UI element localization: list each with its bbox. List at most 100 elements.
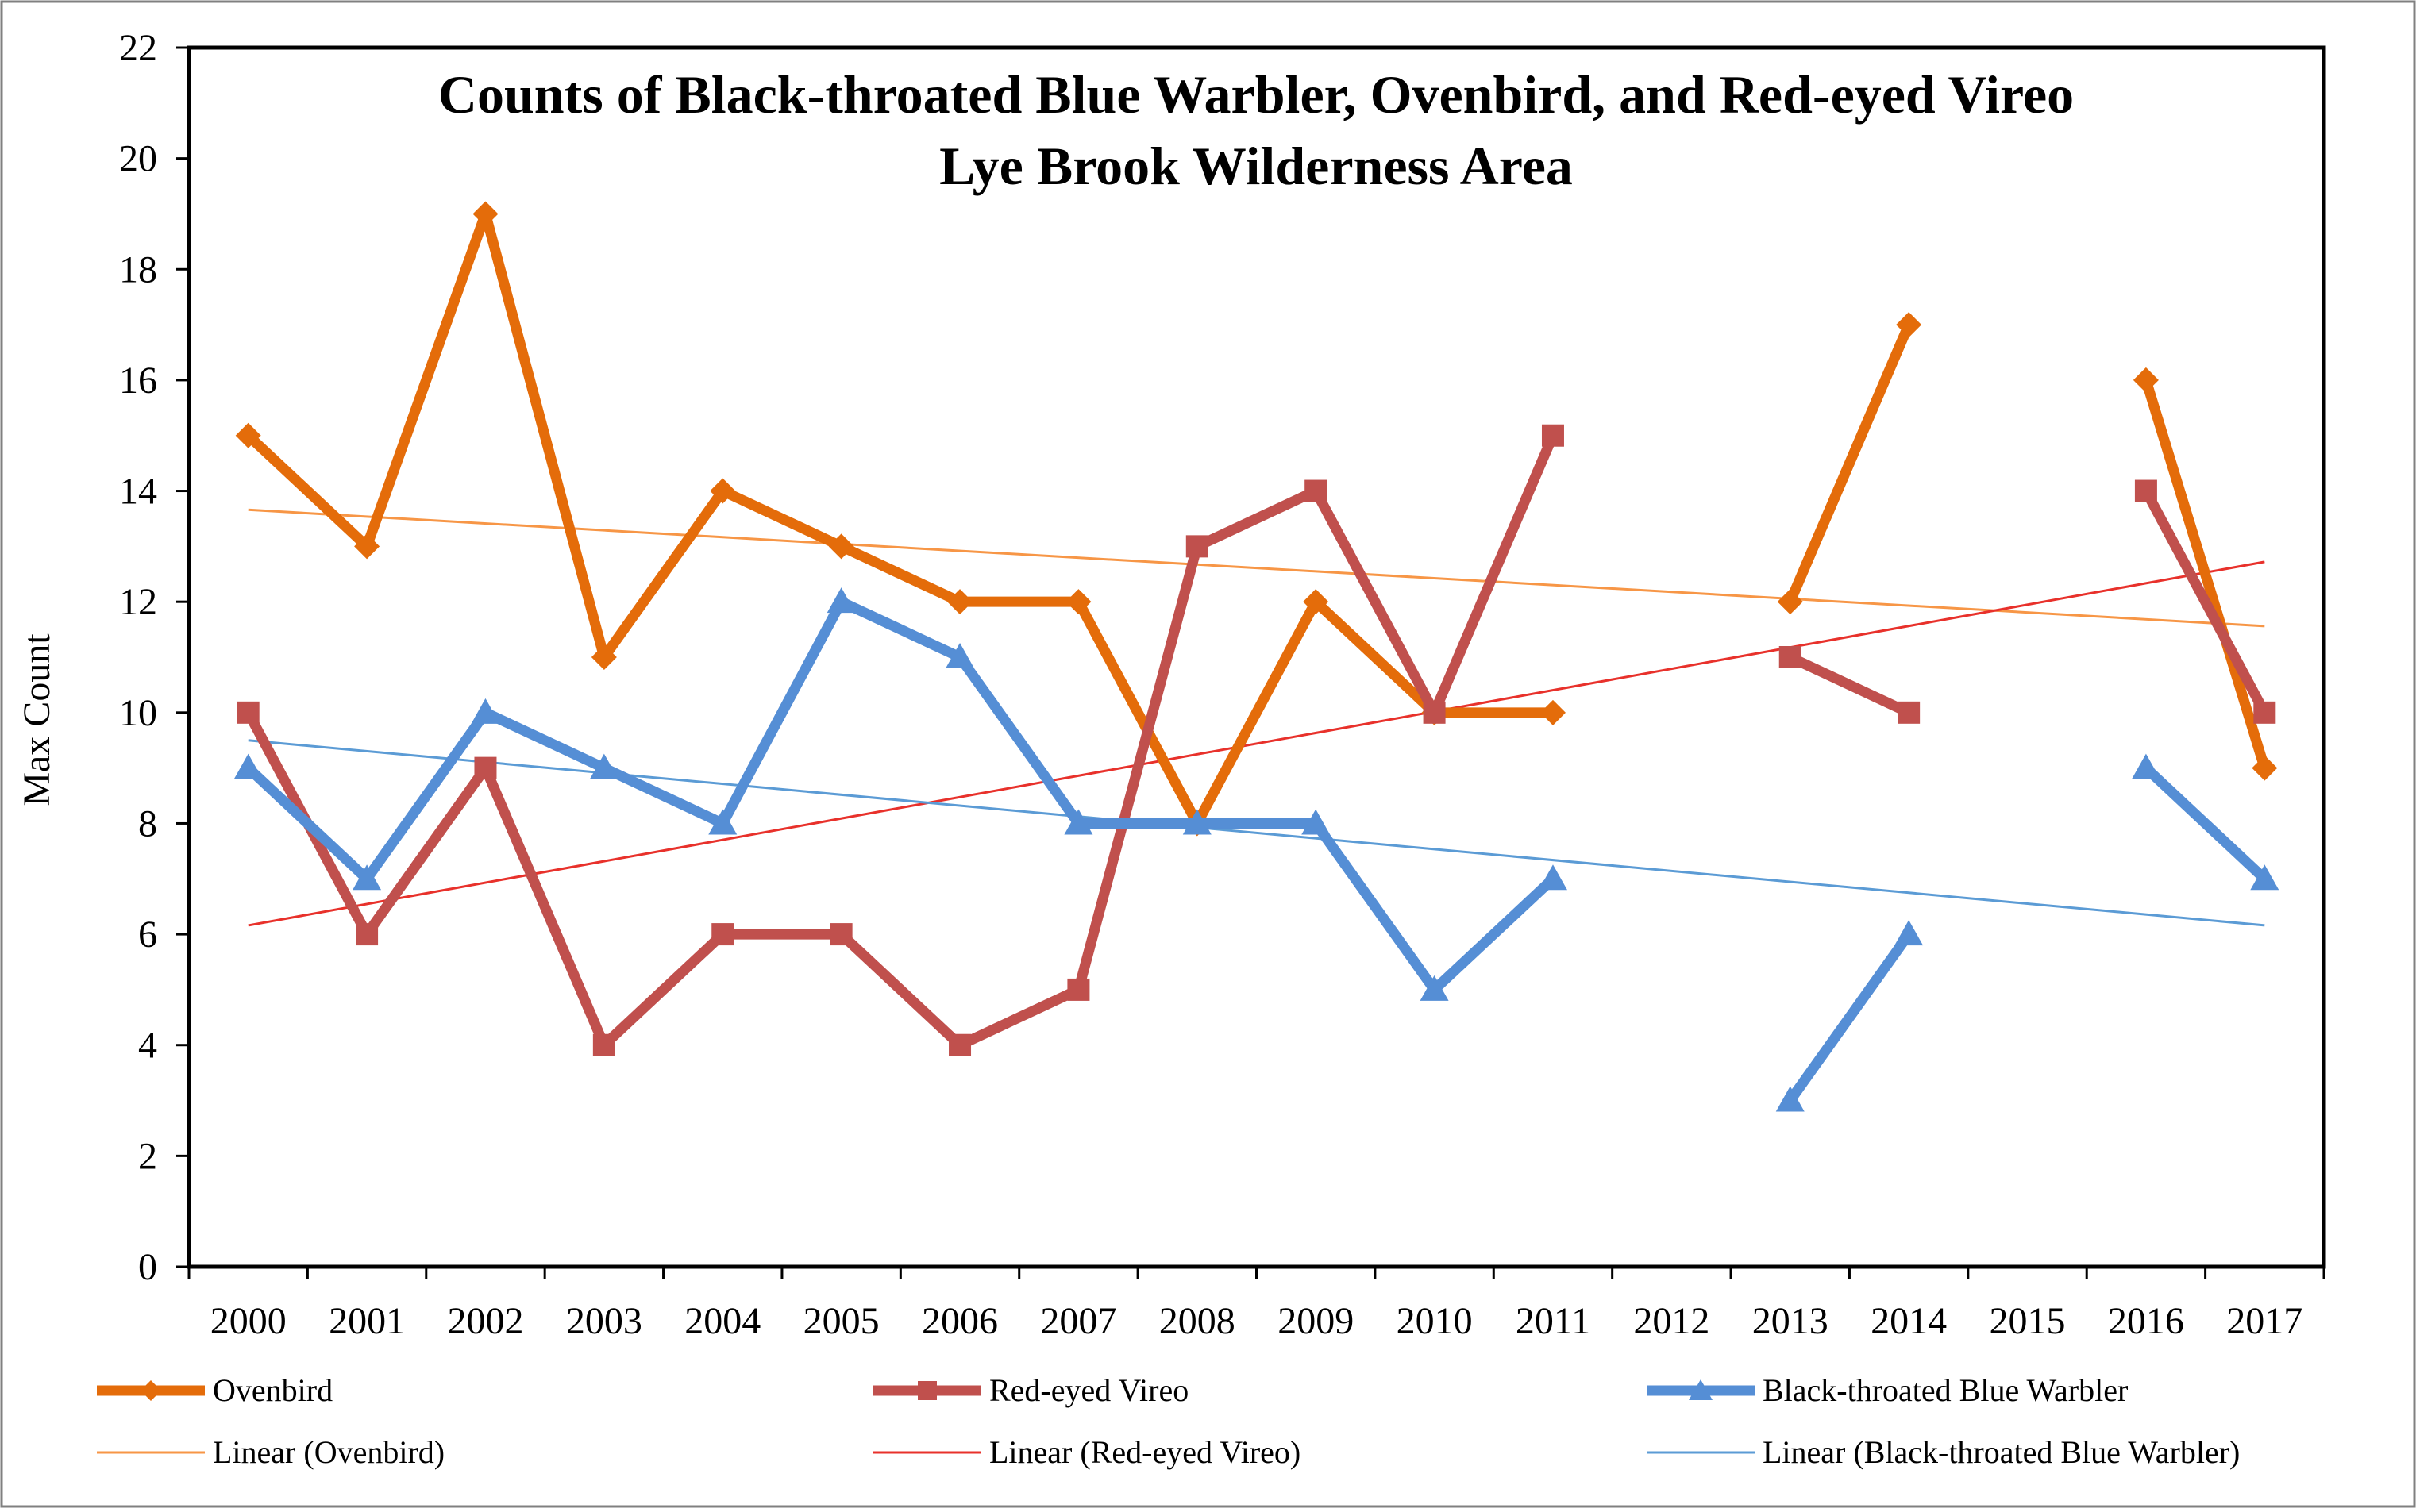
- legend-marker-ovenbird: [141, 1380, 161, 1401]
- x-tick-label: 2006: [922, 1300, 998, 1342]
- x-tick-label: 2000: [210, 1300, 287, 1342]
- series-layer: [233, 201, 2279, 1112]
- data-point-ovenbird: [472, 201, 499, 227]
- data-point-ovenbird: [591, 644, 617, 670]
- legend-entry-ovenbird: Ovenbird: [97, 1372, 333, 1408]
- data-point-red-eyed-vireo: [1423, 701, 1446, 724]
- legend-marker-red-eyed-vireo: [918, 1381, 937, 1400]
- x-tick-label: 2015: [1990, 1300, 2066, 1342]
- series-line-ovenbird: [2140, 375, 2270, 774]
- data-point-black-throated-blue-warbler: [1064, 809, 1093, 835]
- x-tick-label: 2013: [1752, 1300, 1828, 1342]
- data-point-black-throated-blue-warbler: [1775, 1086, 1805, 1112]
- trendline-linear-red-eyed-vireo: [248, 560, 2265, 927]
- data-point-red-eyed-vireo: [2134, 479, 2157, 502]
- series-line-ovenbird: [243, 208, 1559, 829]
- x-tick-label: 2004: [684, 1300, 761, 1342]
- data-point-red-eyed-vireo: [949, 1033, 972, 1056]
- y-tick-label: 16: [119, 360, 157, 402]
- chart-title: Counts of Black-throated Blue Warbler, O…: [438, 64, 2074, 125]
- data-point-red-eyed-vireo: [1304, 479, 1327, 502]
- plot-area: [187, 45, 2326, 1269]
- y-tick-label: 4: [138, 1025, 157, 1067]
- legend-label-linear-ovenbird: Linear (Ovenbird): [213, 1434, 445, 1470]
- data-point-red-eyed-vireo: [1898, 701, 1921, 724]
- y-tick-label: 8: [138, 802, 157, 844]
- y-tick-label: 18: [119, 248, 157, 290]
- data-point-black-throated-blue-warbler: [1538, 864, 1567, 891]
- x-tick-label: 2014: [1871, 1300, 1947, 1342]
- data-point-black-throated-blue-warbler: [2250, 864, 2279, 891]
- x-tick-label: 2003: [566, 1300, 642, 1342]
- data-point-ovenbird: [1896, 312, 1922, 338]
- data-point-red-eyed-vireo: [474, 756, 497, 779]
- data-point-ovenbird: [235, 422, 261, 448]
- legend-marker-black-throated-blue-warbler: [1689, 1379, 1713, 1400]
- data-point-red-eyed-vireo: [830, 923, 853, 946]
- trendline-layer: [248, 508, 2265, 927]
- legend-label-black-throated-blue-warbler: Black-throated Blue Warbler: [1763, 1372, 2128, 1408]
- data-point-black-throated-blue-warbler: [1420, 975, 1449, 1001]
- data-point-red-eyed-vireo: [237, 701, 260, 724]
- y-tick-label: 0: [138, 1246, 157, 1288]
- data-point-ovenbird: [710, 478, 736, 504]
- y-tick-label: 10: [119, 692, 157, 734]
- data-point-black-throated-blue-warbler: [1182, 809, 1212, 835]
- legend-entry-red-eyed-vireo: Red-eyed Vireo: [873, 1372, 1189, 1408]
- data-point-black-throated-blue-warbler: [2131, 753, 2160, 779]
- chart-subtitle: Lye Brook Wilderness Area: [939, 136, 1573, 196]
- data-point-red-eyed-vireo: [2253, 701, 2276, 724]
- y-axis-title: Max Count: [16, 633, 58, 806]
- data-point-black-throated-blue-warbler: [708, 809, 738, 835]
- x-tick-label: 2010: [1397, 1300, 1473, 1342]
- y-tick-label: 20: [119, 138, 157, 180]
- data-point-red-eyed-vireo: [356, 923, 379, 946]
- data-point-black-throated-blue-warbler: [1301, 809, 1331, 835]
- legend: Ovenbird Red-eyed Vireo Black-throated B…: [97, 1372, 2240, 1470]
- series-line-red-eyed-vireo: [243, 430, 1559, 1051]
- series-line-black-throated-blue-warbler: [243, 596, 1559, 995]
- trendline-linear-ovenbird: [248, 508, 2265, 628]
- legend-entry-linear-ovenbird: Linear (Ovenbird): [97, 1434, 445, 1470]
- legend-label-linear-black-throated-blue-warbler: Linear (Black-throated Blue Warbler): [1763, 1434, 2240, 1470]
- series-line-ovenbird: [1785, 319, 1914, 607]
- data-point-red-eyed-vireo: [711, 923, 734, 946]
- data-point-ovenbird: [354, 533, 380, 560]
- legend-entry-linear-black-throated-blue-warbler: Linear (Black-throated Blue Warbler): [1647, 1434, 2240, 1470]
- data-point-black-throated-blue-warbler: [1894, 920, 1924, 946]
- data-point-ovenbird: [1539, 699, 1566, 725]
- data-point-ovenbird: [2133, 367, 2159, 393]
- x-tick-label: 2007: [1040, 1300, 1116, 1342]
- x-tick-label: 2009: [1277, 1300, 1354, 1342]
- data-point-ovenbird: [2252, 755, 2278, 781]
- legend-entry-black-throated-blue-warbler: Black-throated Blue Warbler: [1647, 1372, 2128, 1408]
- x-tick-label: 2011: [1516, 1300, 1590, 1342]
- series-line-black-throated-blue-warbler: [2140, 763, 2270, 884]
- trendline-linear-black-throated-blue-warbler: [248, 739, 2265, 927]
- data-point-red-eyed-vireo: [1778, 646, 1801, 668]
- x-tick-label: 2008: [1159, 1300, 1235, 1342]
- data-point-black-throated-blue-warbler: [471, 698, 500, 724]
- data-point-black-throated-blue-warbler: [589, 753, 618, 779]
- y-tick-label: 6: [138, 914, 157, 956]
- data-point-ovenbird: [1303, 589, 1329, 615]
- x-tick-label: 2001: [329, 1300, 405, 1342]
- legend-label-linear-red-eyed-vireo: Linear (Red-eyed Vireo): [989, 1434, 1300, 1470]
- data-point-red-eyed-vireo: [592, 1033, 615, 1056]
- legend-label-ovenbird: Ovenbird: [213, 1372, 333, 1408]
- x-tick-label: 2017: [2226, 1300, 2302, 1342]
- y-tick-label: 12: [119, 581, 157, 623]
- data-point-ovenbird: [947, 589, 973, 615]
- data-point-black-throated-blue-warbler: [827, 587, 856, 614]
- legend-label-red-eyed-vireo: Red-eyed Vireo: [989, 1372, 1189, 1408]
- data-point-ovenbird: [1777, 589, 1803, 615]
- data-point-black-throated-blue-warbler: [353, 864, 382, 891]
- series-line-black-throated-blue-warbler: [1785, 929, 1914, 1106]
- data-point-black-throated-blue-warbler: [946, 643, 975, 668]
- data-point-red-eyed-vireo: [1067, 978, 1090, 1001]
- data-point-black-throated-blue-warbler: [233, 753, 263, 779]
- tick-layer: 0 2 4 6 8 10 12 14 16 18 20 22 2000 2001 2002 2003 2004 2…: [119, 27, 2325, 1342]
- series-line-red-eyed-vireo: [2140, 486, 2270, 718]
- data-point-red-eyed-vireo: [1185, 535, 1208, 558]
